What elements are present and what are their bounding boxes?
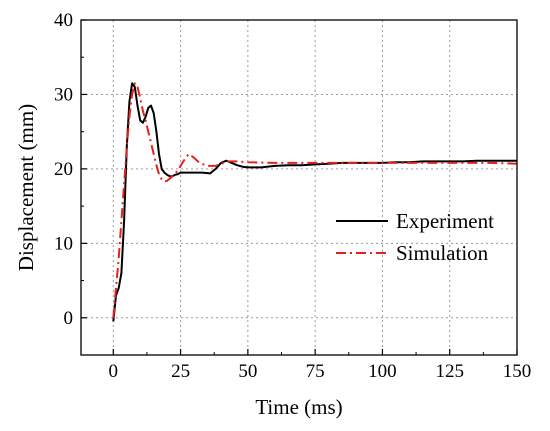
series-lines bbox=[112, 82, 518, 322]
x-tick-label: 75 bbox=[306, 361, 325, 382]
axis-ticks: 0 25 50 75 100 125 150 0 10 20 30 40 bbox=[54, 10, 531, 382]
x-tick-label: 0 bbox=[109, 361, 119, 382]
series-line-1 bbox=[112, 82, 518, 318]
y-axis-title: Displacement (mm) bbox=[14, 104, 38, 271]
x-tick-label: 150 bbox=[503, 361, 532, 382]
legend: Experiment Simulation bbox=[336, 209, 494, 265]
y-tick-label: 30 bbox=[54, 84, 73, 105]
y-tick-label: 0 bbox=[64, 308, 74, 329]
x-axis-title: Time (ms) bbox=[255, 395, 342, 419]
y-tick-label: 40 bbox=[54, 10, 73, 31]
grid-lines bbox=[81, 19, 518, 355]
plot-frame bbox=[80, 19, 518, 356]
y-tick-label: 20 bbox=[54, 159, 73, 180]
x-tick-label: 25 bbox=[171, 361, 190, 382]
legend-label-experiment: Experiment bbox=[396, 209, 494, 233]
y-tick-label: 10 bbox=[54, 233, 73, 254]
legend-label-simulation: Simulation bbox=[396, 241, 489, 265]
x-tick-label: 50 bbox=[238, 361, 257, 382]
x-tick-label: 100 bbox=[368, 361, 397, 382]
x-tick-label: 125 bbox=[435, 361, 464, 382]
